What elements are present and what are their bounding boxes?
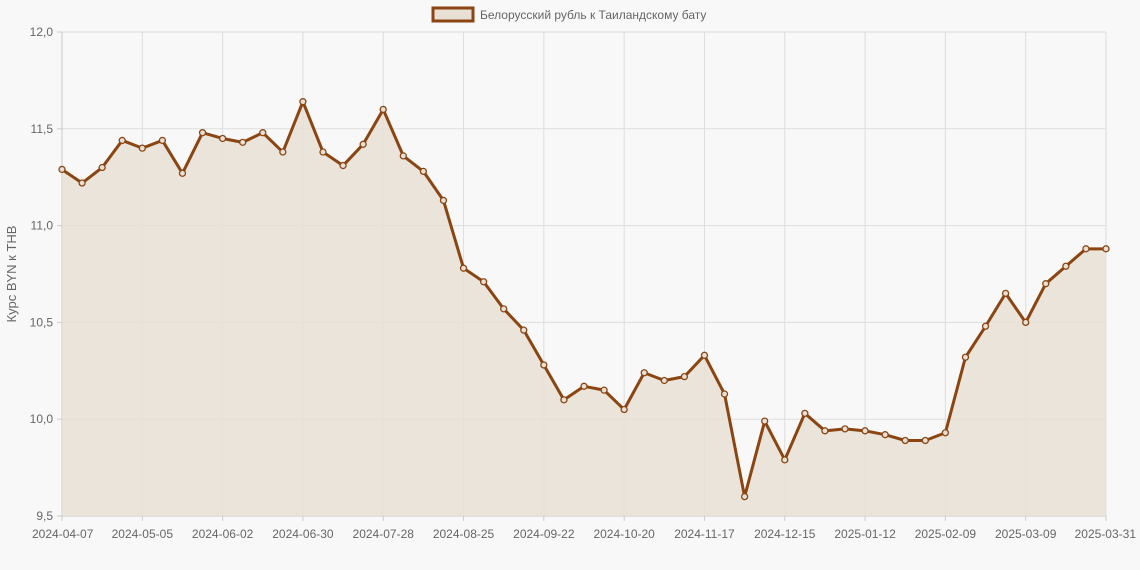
y-axis-ticks: 9,5 10,0 10,5 11,0 11,5 12,0	[30, 25, 54, 523]
data-point	[660, 376, 668, 385]
data-point	[399, 152, 407, 160]
data-point	[761, 417, 769, 425]
data-point	[881, 431, 889, 439]
data-point	[439, 196, 448, 205]
y-tick-label: 10,0	[30, 412, 54, 426]
series-points	[58, 98, 1110, 501]
data-point	[720, 390, 729, 398]
x-tick-label: 2024-05-05	[112, 527, 174, 541]
data-point	[1022, 318, 1030, 327]
data-point	[901, 436, 909, 445]
data-point	[239, 138, 247, 147]
data-point	[520, 326, 528, 334]
series-area	[62, 101, 1106, 516]
data-point	[921, 436, 929, 445]
data-point	[218, 134, 227, 143]
data-point	[299, 98, 307, 106]
x-tick-label: 2024-12-15	[754, 527, 816, 541]
data-point	[1001, 289, 1010, 298]
data-point	[781, 456, 789, 464]
x-tick-label: 2024-11-17	[674, 527, 735, 541]
legend-label: Белорусский рубль к Таиландскому бату	[480, 8, 706, 22]
data-point	[560, 396, 568, 404]
data-point	[981, 322, 990, 330]
data-point	[1042, 280, 1050, 288]
x-tick-label: 2024-04-07	[32, 527, 94, 541]
data-point	[740, 492, 749, 501]
x-tick-label: 2024-07-28	[353, 527, 415, 541]
data-point	[941, 429, 950, 437]
data-point	[500, 305, 508, 313]
y-tick-label: 12,0	[30, 25, 54, 39]
data-point	[640, 369, 648, 377]
y-axis-title: Курс BYN к THB	[4, 226, 19, 323]
x-tick-label: 2024-08-25	[433, 527, 495, 541]
x-axis-ticks: 2024-04-07 2024-05-05 2024-06-02 2024-06-30…	[32, 527, 1136, 541]
y-tick-label: 10,5	[30, 315, 54, 329]
data-point	[279, 148, 287, 156]
data-point	[961, 353, 970, 361]
y-tick-label: 11,5	[31, 122, 54, 136]
x-tick-label: 2025-03-09	[995, 527, 1057, 541]
legend-swatch	[431, 6, 475, 23]
data-point	[339, 161, 347, 170]
data-point	[801, 409, 809, 418]
data-point	[540, 361, 548, 369]
legend[interactable]: Белорусский рубль к Таиландскому бату	[431, 6, 706, 23]
data-point	[600, 386, 608, 394]
x-tick-label: 2024-09-22	[513, 527, 575, 541]
data-point	[620, 405, 628, 414]
x-tick-label: 2024-06-02	[192, 527, 254, 541]
data-point	[158, 136, 167, 145]
data-point	[118, 136, 126, 145]
data-point	[419, 167, 428, 176]
x-tick-label: 2025-01-12	[834, 527, 896, 541]
data-point	[359, 140, 367, 148]
x-tick-label: 2024-10-20	[593, 527, 655, 541]
y-tick-label: 9,5	[36, 509, 53, 523]
data-point	[98, 163, 106, 172]
data-point	[178, 169, 187, 177]
data-point	[58, 165, 66, 174]
y-tick-label: 11,0	[31, 219, 54, 233]
data-point	[680, 372, 689, 381]
data-point	[1102, 245, 1110, 253]
x-tick-label: 2025-02-09	[915, 527, 977, 541]
data-point	[198, 129, 207, 137]
data-point	[459, 264, 468, 272]
data-point	[861, 427, 869, 435]
data-point	[479, 278, 488, 286]
data-point	[1082, 245, 1090, 253]
data-point	[379, 105, 387, 114]
data-point	[841, 425, 849, 433]
x-tick-label: 2024-06-30	[272, 527, 334, 541]
data-point	[78, 179, 86, 187]
data-point	[821, 427, 829, 435]
data-point	[319, 148, 327, 156]
data-point	[1062, 262, 1070, 270]
data-point	[580, 382, 588, 390]
data-point	[259, 129, 267, 137]
data-point	[138, 144, 146, 152]
data-point	[700, 351, 709, 359]
x-tick-label: 2025-03-31	[1075, 527, 1137, 541]
